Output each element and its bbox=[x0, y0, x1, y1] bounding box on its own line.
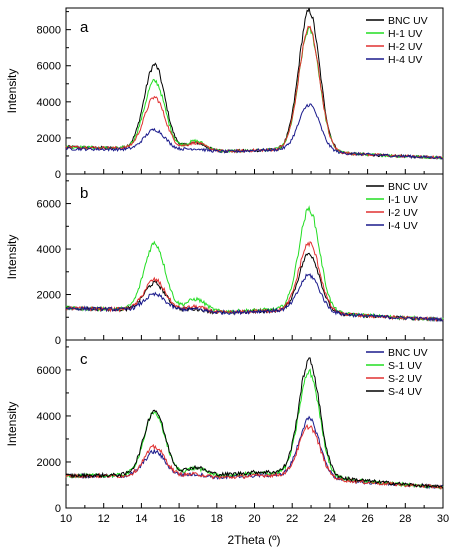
legend-label: S-2 UV bbox=[388, 373, 422, 385]
y-tick-label: 8000 bbox=[37, 25, 61, 37]
legend-label: S-1 UV bbox=[388, 360, 422, 372]
x-tick-label: 20 bbox=[248, 513, 260, 525]
legend-label: BNC UV bbox=[388, 15, 428, 27]
y-tick-label: 4000 bbox=[37, 411, 61, 423]
series-line-bnc-uv bbox=[65, 415, 444, 490]
series-line-s-4-uv bbox=[65, 357, 444, 490]
series-line-h-2-uv bbox=[65, 25, 444, 160]
y-tick-label: 2000 bbox=[37, 133, 61, 145]
series-line-bnc-uv bbox=[65, 7, 444, 160]
y-tick-label: 0 bbox=[55, 503, 61, 515]
y-tick-label: 4000 bbox=[37, 244, 61, 256]
panel-label: c bbox=[80, 351, 88, 368]
series-line-h-4-uv bbox=[65, 103, 444, 160]
x-tick-label: 26 bbox=[361, 513, 373, 525]
legend-label: BNC UV bbox=[388, 181, 428, 193]
y-tick-label: 0 bbox=[55, 169, 61, 181]
series-line-h-1-uv bbox=[65, 26, 444, 160]
y-tick-label: 2000 bbox=[37, 457, 61, 469]
x-tick-label: 22 bbox=[286, 513, 298, 525]
y-tick-label: 2000 bbox=[37, 290, 61, 302]
y-tick-label: 6000 bbox=[37, 199, 61, 211]
y-tick-label: 6000 bbox=[37, 61, 61, 73]
legend-label: I-1 UV bbox=[388, 194, 418, 206]
y-tick-label: 0 bbox=[55, 335, 61, 347]
legend-label: I-4 UV bbox=[388, 220, 418, 232]
series-line-i-2-uv bbox=[65, 241, 444, 322]
legend-label: H-1 UV bbox=[388, 28, 422, 40]
y-axis-label: Intensity bbox=[5, 235, 19, 280]
x-tick-label: 18 bbox=[211, 513, 223, 525]
legend-label: I-2 UV bbox=[388, 207, 418, 219]
y-axis-label: Intensity bbox=[5, 402, 19, 447]
series-line-s-2-uv bbox=[65, 423, 444, 491]
x-axis-label: 2Theta (º) bbox=[227, 533, 280, 547]
legend-label: S-4 UV bbox=[388, 386, 422, 398]
legend-label: H-4 UV bbox=[388, 54, 422, 66]
x-tick-label: 12 bbox=[98, 513, 110, 525]
x-tick-label: 24 bbox=[324, 513, 336, 525]
series-line-s-1-uv bbox=[65, 368, 444, 490]
legend-label: H-2 UV bbox=[388, 41, 422, 53]
panel-b: 0 2000 4000 6000 Intensity b BNC UVI-1 UVI-2 U… bbox=[5, 173, 444, 347]
series-line-i-4-uv bbox=[65, 273, 444, 323]
panel-label: a bbox=[80, 19, 89, 36]
x-tick-label: 16 bbox=[173, 513, 185, 525]
y-tick-label: 6000 bbox=[37, 365, 61, 377]
y-axis-label: Intensity bbox=[5, 69, 19, 114]
x-tick-label: 10 bbox=[60, 513, 72, 525]
legend-label: BNC UV bbox=[388, 347, 428, 359]
x-tick-label: 28 bbox=[399, 513, 411, 525]
x-tick-label: 14 bbox=[135, 513, 147, 525]
x-tick-label: 30 bbox=[437, 513, 449, 525]
panel-c: 0 2000 4000 6000 10 12 14 16 18 20 22 24 26 28 30 Inten… bbox=[5, 339, 449, 525]
y-tick-label: 4000 bbox=[37, 97, 61, 109]
panel-label: b bbox=[80, 185, 88, 202]
series-line-i-1-uv bbox=[65, 205, 444, 322]
